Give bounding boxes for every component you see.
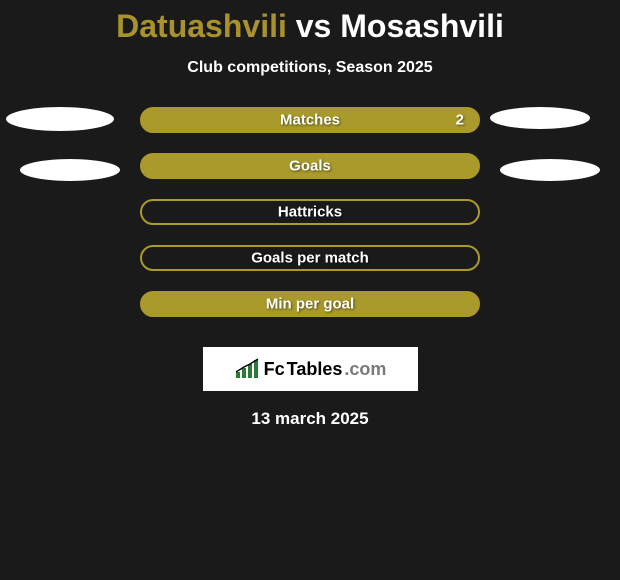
stat-label: Matches (280, 112, 340, 129)
stat-label: Min per goal (266, 296, 354, 313)
title-mid: vs (287, 8, 340, 44)
stat-bar: Hattricks (140, 199, 480, 225)
bars-icon (234, 358, 262, 380)
stat-row: Goals per match (0, 245, 620, 291)
stat-label: Goals (289, 158, 331, 175)
title-right: Mosashvili (340, 8, 504, 44)
right-ellipse (490, 107, 590, 129)
right-ellipse (500, 159, 600, 181)
title-left: Datuashvili (116, 8, 287, 44)
logo-box: FcTables.com (203, 347, 418, 391)
subtitle: Club competitions, Season 2025 (0, 59, 620, 77)
stat-bar: Goals per match (140, 245, 480, 271)
stat-label: Hattricks (278, 204, 342, 221)
stat-bar: Matches 2 (140, 107, 480, 133)
logo-suffix: .com (344, 359, 386, 380)
stat-label: Goals per match (251, 250, 369, 267)
logo-main: Tables (287, 359, 343, 380)
stat-value: 2 (456, 112, 464, 129)
stat-bar: Min per goal (140, 291, 480, 317)
stat-bar: Goals (140, 153, 480, 179)
stat-row: Hattricks (0, 199, 620, 245)
left-ellipse (20, 159, 120, 181)
date: 13 march 2025 (0, 409, 620, 429)
stats-area: Matches 2 Goals Hattricks Goals per match Min… (0, 107, 620, 337)
left-ellipse (6, 107, 114, 131)
stat-row: Min per goal (0, 291, 620, 337)
page-title: Datuashvili vs Mosashvili (0, 0, 620, 45)
logo-prefix: Fc (264, 359, 285, 380)
